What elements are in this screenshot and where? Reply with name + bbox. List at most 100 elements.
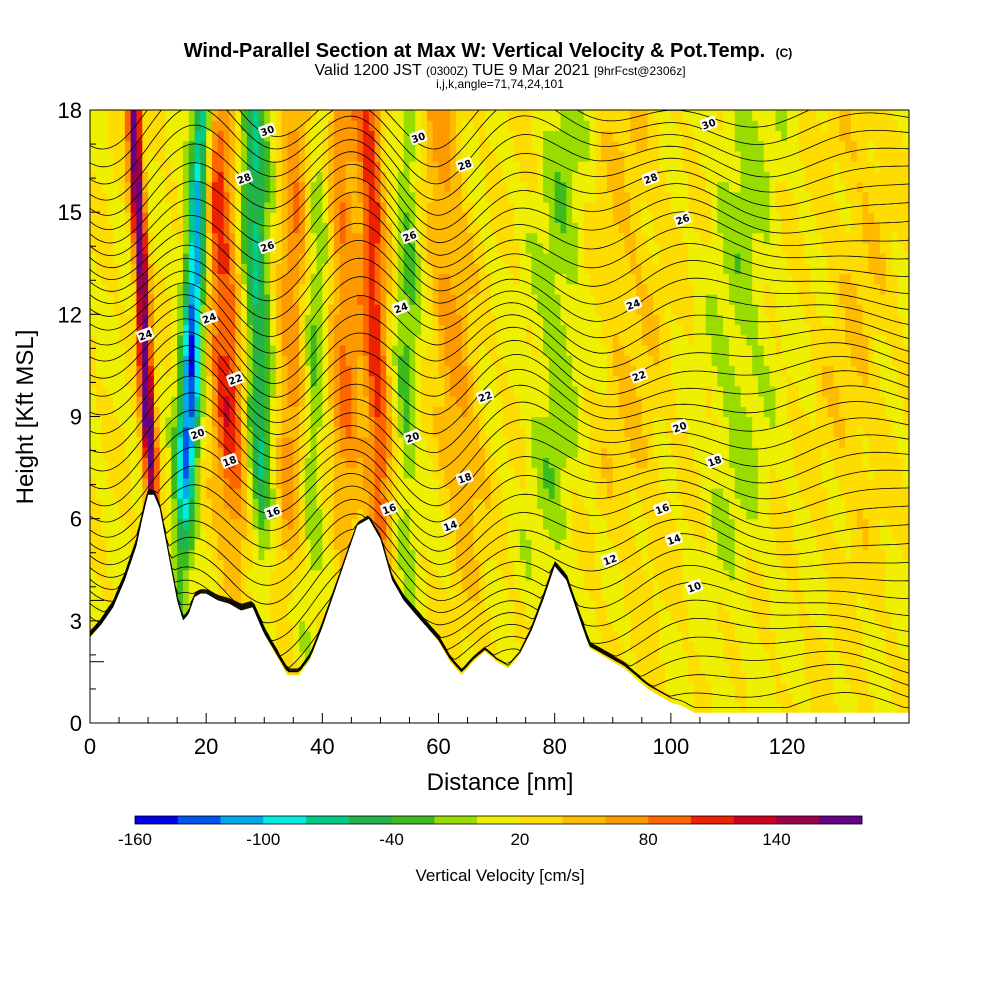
velocity-cell [258,579,265,591]
velocity-cell [444,579,451,591]
velocity-cell [519,416,527,428]
velocity-cell [734,477,742,489]
velocity-cell [624,600,631,612]
velocity-cell [763,620,771,632]
velocity-cell [217,559,225,571]
velocity-cell [519,426,527,438]
velocity-cell [728,426,736,438]
velocity-cell [665,579,672,591]
velocity-cell [473,365,480,377]
velocity-cell [601,498,608,510]
velocity-cell [113,549,120,561]
velocity-cell [275,579,283,591]
velocity-cell [275,447,283,458]
velocity-cell [903,539,909,550]
velocity-cell [90,447,97,458]
velocity-cell [676,396,684,407]
velocity-cell [734,467,742,479]
velocity-cell [304,600,312,612]
velocity-cell [769,620,777,632]
velocity-cell [606,620,614,632]
velocity-cell [467,590,474,601]
velocity-cell [636,579,643,591]
velocity-cell [746,600,753,612]
velocity-cell [548,406,556,418]
velocity-cell [763,692,771,704]
velocity-cell [275,559,283,571]
velocity-cell [723,549,730,561]
velocity-cell [258,396,265,407]
velocity-cell [560,559,567,571]
velocity-cell [171,518,178,530]
velocity-cell [403,477,411,489]
velocity-cell [339,498,347,510]
velocity-cell [705,447,713,458]
velocity-cell [792,426,800,438]
velocity-cell [328,508,335,520]
velocity-cell [699,702,707,714]
velocity-cell [833,477,840,489]
velocity-cell [636,447,643,458]
velocity-cell [287,396,294,407]
velocity-cell [345,528,352,540]
velocity-cell [705,620,713,632]
velocity-cell [490,498,498,510]
velocity-cell [705,528,713,540]
velocity-cell [206,528,213,540]
velocity-cell [543,385,550,397]
velocity-cell [241,579,248,591]
velocity-cell [711,671,718,683]
velocity-cell [781,569,788,581]
velocity-cell [124,436,132,448]
velocity-cell [757,702,765,714]
velocity-cell [850,539,858,550]
velocity-cell [792,692,800,704]
velocity-cell [258,355,265,367]
velocity-cell [583,375,591,387]
velocity-cell [333,539,341,550]
velocity-cell [304,498,312,510]
velocity-cell [200,447,207,458]
velocity-cell [606,457,614,469]
velocity-cell [734,600,742,612]
velocity-cell [426,365,434,377]
velocity-cell [357,488,364,499]
velocity-cell [734,385,742,397]
velocity-cell [769,661,777,673]
velocity-cell [386,396,393,407]
velocity-cell [275,549,283,561]
velocity-cell [850,641,858,653]
velocity-cell [258,600,265,612]
velocity-cell [368,508,376,520]
velocity-cell [322,355,329,367]
velocity-cell [676,375,684,387]
velocity-cell [694,671,701,683]
velocity-cell [90,590,97,601]
velocity-cell [636,518,643,530]
velocity-cell [275,539,283,550]
velocity-cell [95,396,103,407]
velocity-cell [543,559,550,571]
velocity-cell [577,447,585,458]
velocity-cell [136,498,143,510]
velocity-cell [514,447,521,458]
velocity-cell [874,416,881,428]
velocity-cell [380,396,387,407]
velocity-cell [328,457,335,469]
velocity-cell [810,590,817,601]
velocity-cell [304,528,312,540]
velocity-cell [287,641,294,653]
velocity-cell [694,682,701,693]
velocity-cell [525,579,533,591]
velocity-cell [287,518,294,530]
velocity-cell [740,600,747,612]
velocity-cell [589,488,596,499]
velocity-cell [502,590,509,601]
velocity-cell [392,406,399,418]
velocity-cell [618,457,625,469]
velocity-cell [299,559,306,571]
velocity-cell [130,436,138,448]
velocity-cell [821,508,829,520]
velocity-cell [409,406,416,418]
velocity-cell [734,651,742,663]
